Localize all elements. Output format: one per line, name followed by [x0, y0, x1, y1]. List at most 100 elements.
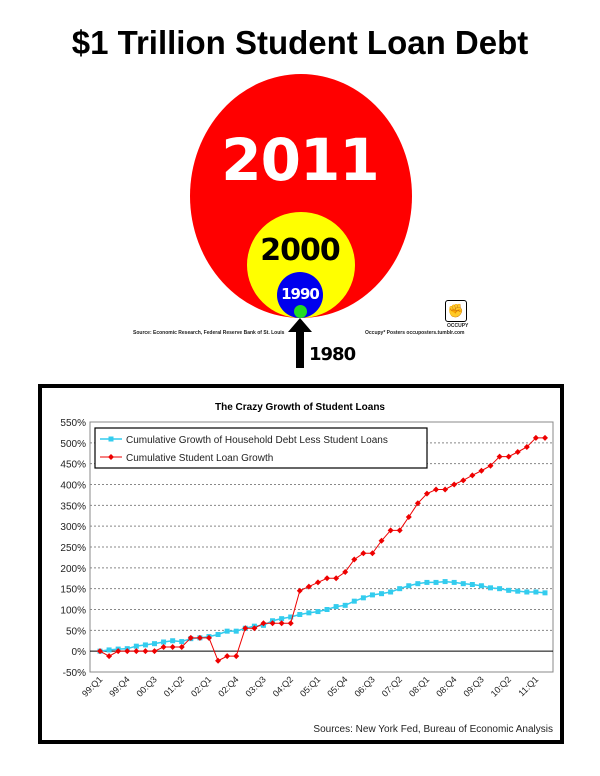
data-point [333, 604, 339, 610]
data-point [287, 620, 294, 627]
data-point [469, 472, 476, 479]
data-point [288, 614, 294, 620]
x-tick-label: 10:Q2 [489, 674, 513, 698]
data-point [487, 462, 494, 469]
x-tick-label: 09:Q3 [461, 674, 485, 698]
data-point [215, 632, 221, 637]
legend-marker-square [108, 436, 114, 442]
data-point [460, 477, 467, 484]
data-point [433, 579, 439, 585]
data-point [179, 639, 185, 645]
y-tick-label: 350% [60, 501, 86, 512]
data-point [423, 490, 430, 497]
data-point [297, 612, 303, 617]
x-tick-label: 04:Q2 [271, 674, 295, 698]
data-point [205, 634, 212, 641]
data-point [251, 625, 258, 632]
data-point [451, 579, 457, 585]
fist-logo-icon: ✊ [445, 300, 467, 322]
data-point [396, 527, 403, 534]
chart-title: The Crazy Growth of Student Loans [215, 402, 385, 413]
data-point [523, 444, 530, 450]
data-point [142, 648, 149, 655]
y-tick-label: 300% [60, 522, 86, 533]
data-point [260, 620, 267, 627]
data-point [488, 585, 494, 591]
x-tick-label: 06:Q3 [352, 674, 376, 698]
data-point [496, 453, 503, 460]
data-point [387, 527, 394, 534]
credit-note: Occupy* Posters occuposters.tumblr.com [365, 330, 465, 336]
data-point [151, 648, 158, 655]
data-point [442, 486, 449, 493]
x-tick-label: 05:Q4 [325, 674, 349, 698]
data-point [406, 583, 412, 589]
data-point [533, 589, 539, 595]
legend-marker-diamond [108, 454, 114, 460]
y-tick-label: 500% [60, 439, 86, 450]
data-point [133, 648, 140, 655]
data-point [224, 653, 231, 660]
data-point [161, 639, 167, 645]
data-point [451, 481, 458, 488]
data-point [215, 657, 222, 664]
y-tick-label: -50% [63, 668, 86, 679]
x-tick-label: 05:Q1 [298, 674, 322, 698]
data-point [369, 592, 375, 598]
data-point [460, 581, 466, 587]
y-tick-label: 50% [66, 626, 86, 637]
data-point [360, 550, 367, 557]
data-point [369, 550, 376, 557]
source-note: Source: Economic Research, Federal Reser… [133, 330, 285, 336]
x-tick-label: 99:Q4 [107, 674, 131, 698]
data-point [178, 644, 185, 650]
data-point [497, 586, 503, 592]
data-point [388, 589, 394, 595]
data-point [133, 643, 139, 649]
data-point [397, 586, 403, 592]
data-point [469, 582, 475, 587]
y-tick-label: 550% [60, 418, 86, 429]
x-tick-label: 11:Q1 [516, 674, 540, 698]
y-tick-label: 400% [60, 481, 86, 492]
data-point [414, 500, 421, 507]
data-point [124, 648, 131, 655]
label-2011: 2011 [221, 126, 379, 194]
data-point [324, 575, 331, 582]
x-tick-label: 08:Q4 [434, 674, 458, 698]
data-point [532, 434, 539, 441]
label-1990: 1990 [281, 285, 320, 303]
x-tick-label: 02:Q1 [189, 674, 213, 698]
label-1980: 1980 [309, 344, 356, 365]
circle-1980 [294, 305, 307, 318]
x-tick-label: 00:Q3 [134, 674, 158, 698]
data-point [478, 583, 484, 589]
data-point [515, 588, 521, 594]
x-tick-label: 08:Q1 [407, 674, 431, 698]
y-tick-label: 250% [60, 543, 86, 554]
data-point [278, 620, 285, 627]
data-point [306, 610, 312, 616]
x-tick-label: 07:Q2 [380, 674, 404, 698]
poster-title: $1 Trillion Student Loan Debt [71, 24, 529, 61]
data-point [378, 537, 385, 544]
data-point [505, 453, 512, 460]
x-tick-label: 03:Q3 [243, 674, 267, 698]
data-point [106, 647, 112, 653]
data-point [478, 467, 485, 474]
data-point [342, 602, 348, 608]
data-point [115, 648, 122, 655]
data-point [379, 591, 385, 597]
data-point [324, 607, 330, 612]
y-tick-label: 200% [60, 564, 86, 575]
y-tick-label: 150% [60, 585, 86, 596]
legend: Cumulative Growth of Household Debt Less… [94, 427, 428, 469]
data-point [242, 625, 249, 632]
data-point [315, 609, 321, 615]
data-point [314, 579, 321, 586]
data-point [542, 434, 548, 441]
chart-source: Sources: New York Fed, Bureau of Economi… [313, 724, 553, 735]
data-point [405, 514, 412, 520]
